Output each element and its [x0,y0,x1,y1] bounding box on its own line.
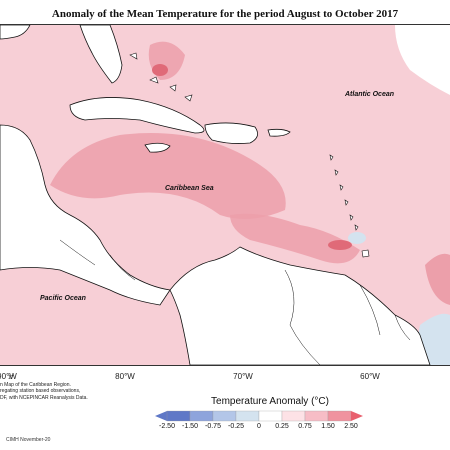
caribbean-sea-label: Caribbean Sea [165,185,214,192]
hot-spot-bahamas [152,64,168,76]
map-canvas: Atlantic Ocean Caribbean Sea Pacific Oce… [0,25,450,365]
puerto-rico-landmass [267,128,291,137]
central-america-landmass [0,124,171,306]
legend-swatch [212,410,237,422]
trinidad-landmass [361,249,370,258]
longitude-label: 80°W [115,372,135,381]
note-line: regating station based observations, [0,388,81,394]
note-line: n Map of the Caribbean Region. [0,381,71,388]
legend-swatch [166,410,191,422]
legend-tick-label: 1.50 [321,423,335,430]
warm-anomaly-east [425,253,450,305]
legend-swatch [281,410,306,422]
legend-swatch [327,410,352,422]
legend-tick-label: 0.25 [275,423,289,430]
legend-swatch [235,410,260,422]
legend-swatch [304,410,329,422]
longitude-label: 60°W [360,372,380,381]
legend-tick-label: -0.25 [228,423,244,430]
footer-credit: CIMH November-20 [6,437,51,443]
legend-colorbar [155,410,363,422]
florida-landmass [79,25,123,84]
legend-title: Temperature Anomaly (°C) [211,396,329,407]
hispaniola-landmass [204,122,258,144]
legend-swatch [258,410,283,422]
legend-tick-label: 0 [257,423,261,430]
hot-spot-venezuela [328,240,352,250]
note-number: 17 [8,375,14,381]
cool-patch-lesser-antilles [348,232,366,244]
legend-tick-label: 2.50 [344,423,358,430]
cuba-landmass [69,97,205,134]
map-title: Anomaly of the Mean Temperature for the … [51,8,399,20]
bahamas-islands [129,52,193,102]
longitude-label: 90°W [0,372,17,381]
longitude-label: 70°W [233,372,253,381]
country-borders [284,269,411,365]
warm-anomaly-south-caribbean [230,213,360,264]
map-note: 17 n Map of the Caribbean Region. regati… [0,375,110,401]
legend-swatch [189,410,214,422]
central-america-borders [59,239,136,281]
warm-anomaly-caribbean [50,133,286,219]
legend-arrow-left [155,411,167,421]
legend-tick-label: -2.50 [159,423,175,430]
jamaica-landmass [144,142,171,153]
south-america-landmass [169,246,431,365]
atlantic-ocean-label: Atlantic Ocean [344,91,394,98]
note-line: DF, with NCEPINCAR Reanalysis Data. [0,394,88,401]
legend-arrow-right [351,411,363,421]
cool-patch-se [418,313,450,365]
legend-tick-label: -1.50 [182,423,198,430]
lesser-antilles-islands [329,154,359,231]
neutral-region-ne [395,25,450,95]
gulf-coast-landmass [0,25,31,40]
legend-tick-label: -0.75 [205,423,221,430]
legend-tick-label: 0.75 [298,423,312,430]
pacific-ocean-label: Pacific Ocean [40,295,86,302]
temperature-anomaly-map: Atlantic Ocean Caribbean Sea Pacific Oce… [0,24,450,366]
